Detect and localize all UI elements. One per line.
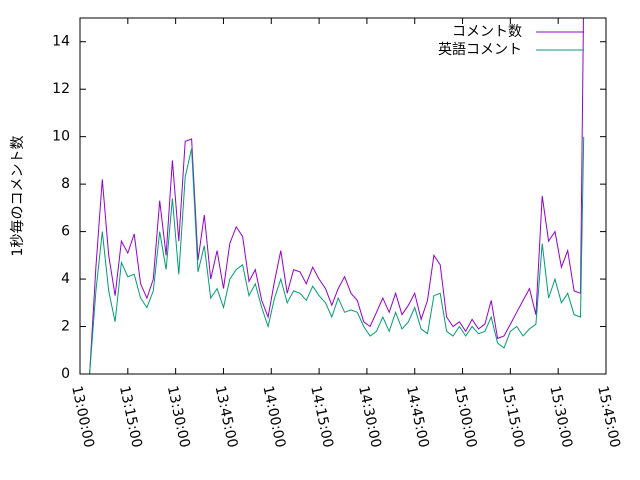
legend-label: 英語コメント <box>438 41 522 58</box>
y-tick-label: 6 <box>61 224 70 240</box>
x-tick-label: 15:45:00 <box>594 384 623 449</box>
x-tick-label: 15:15:00 <box>499 384 528 449</box>
x-tick-label: 13:15:00 <box>116 384 145 449</box>
x-tick-label: 15:30:00 <box>546 384 575 449</box>
y-axis-label: 1秒毎のコメント数 <box>10 136 26 257</box>
y-tick-label: 12 <box>52 81 70 97</box>
y-tick-label: 4 <box>61 271 70 287</box>
y-tick-label: 8 <box>61 176 70 192</box>
plot-frame <box>79 17 607 375</box>
x-tick-label: 14:45:00 <box>403 384 432 449</box>
x-tick-label: 14:15:00 <box>307 384 336 449</box>
x-tick-label: 13:45:00 <box>212 384 241 449</box>
series-line <box>89 136 585 374</box>
series-line <box>89 18 584 374</box>
x-tick-label: 15:00:00 <box>451 384 480 449</box>
x-tick-label: 13:30:00 <box>164 384 193 449</box>
y-tick-label: 2 <box>61 319 70 335</box>
y-tick-label: 0 <box>61 366 70 382</box>
legend-label: コメント数 <box>452 24 522 40</box>
x-tick-label: 14:30:00 <box>355 384 384 449</box>
y-tick-label: 14 <box>52 34 70 50</box>
x-tick-label: 13:00:00 <box>68 384 97 449</box>
y-tick-label: 10 <box>52 129 70 145</box>
plot-area <box>89 18 585 374</box>
x-tick-label: 14:00:00 <box>259 384 288 449</box>
